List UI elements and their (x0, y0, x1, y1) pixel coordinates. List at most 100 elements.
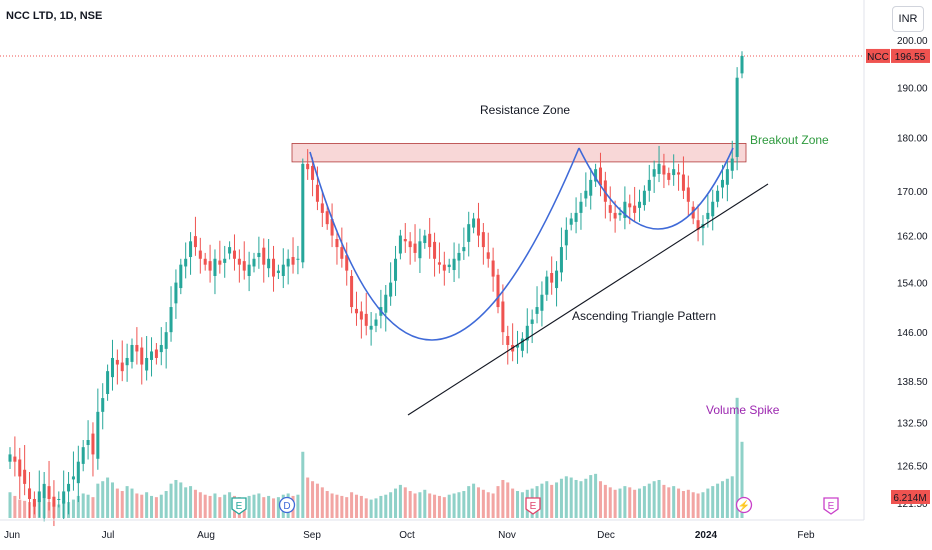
volume-bar (467, 486, 471, 518)
volume-bar (330, 493, 334, 518)
volume-bar (574, 479, 578, 518)
volume-bar (657, 479, 661, 518)
event-marker-green[interactable]: E (231, 497, 247, 515)
volume-bar (252, 494, 256, 518)
volume-bar (179, 482, 183, 518)
volume-bar (564, 476, 568, 518)
breakout-label: Breakout Zone (750, 133, 829, 147)
time-axis[interactable]: Jun Jul Aug Sep Oct Nov Dec 2024 Feb (4, 530, 815, 541)
event-markers[interactable]: E D E ⚡ E (231, 496, 839, 515)
volume-tag: 6.214M (891, 490, 930, 504)
volume-bar (71, 499, 75, 518)
candle-body (638, 201, 642, 208)
candle-body (91, 433, 95, 455)
candle-body (647, 179, 651, 191)
volume-bar (701, 492, 705, 518)
candle-body (286, 258, 290, 267)
y-tick-label: 146.00 (897, 328, 928, 339)
candle-body (13, 456, 17, 462)
candle-body (437, 262, 441, 265)
volume-bar (125, 486, 129, 518)
price-axis[interactable]: 200.00 190.00 180.00 170.00 162.00 154.00 146.… (897, 36, 928, 510)
candle-body (291, 257, 295, 265)
event-letter: D (283, 501, 290, 512)
event-marker-purple[interactable]: E (823, 497, 839, 515)
candle-body (686, 187, 690, 202)
volume-bar (413, 493, 417, 518)
y-tick-label: 200.00 (897, 36, 928, 47)
volume-bar (359, 495, 363, 518)
candle-body (662, 165, 666, 175)
event-marker-purple[interactable]: ⚡ (735, 496, 753, 514)
candle-body (140, 347, 144, 365)
candle-body (354, 308, 358, 314)
y-tick-label: 162.00 (897, 232, 928, 243)
candle-body (716, 190, 720, 202)
candle-body (394, 258, 398, 281)
candle-body (76, 461, 80, 484)
volume-bar (740, 441, 744, 518)
volume-bar (96, 483, 100, 518)
candle-body (623, 201, 627, 218)
volume-bar (247, 495, 251, 518)
candle-body (71, 476, 75, 480)
volume-bar (623, 486, 627, 518)
volume-bar (403, 487, 407, 518)
volume-bar (735, 397, 739, 518)
last-price-tag: NCC 196.55 (866, 48, 930, 63)
volume-bar (106, 477, 110, 518)
volume-bar (730, 476, 734, 518)
volume-bar (638, 488, 642, 518)
candle-body (584, 190, 588, 199)
volume-bar (725, 478, 729, 518)
candle-body (350, 275, 354, 308)
candle-body (130, 344, 134, 362)
candle-body (208, 261, 212, 271)
candle-body (335, 238, 339, 248)
candle-body (228, 247, 232, 254)
volume-bar (311, 481, 315, 518)
volume-bar (189, 486, 193, 518)
volume-bar (135, 493, 139, 518)
symbol-title[interactable]: NCC LTD, 1D, NSE (6, 10, 103, 22)
candle-body (267, 258, 271, 269)
event-marker-dividend[interactable]: D (278, 496, 296, 514)
volume-bar (374, 498, 378, 518)
candle-body (481, 232, 485, 248)
candle-body (447, 264, 451, 268)
candle-body (174, 282, 178, 304)
volume-bar (23, 500, 27, 518)
volume-bar (501, 479, 505, 518)
candle-body (42, 483, 46, 499)
volume-bar (633, 489, 637, 518)
candle-body (218, 260, 222, 265)
candle-body (203, 258, 207, 265)
candle-body (408, 241, 412, 248)
volume-bar (276, 497, 280, 518)
cup-curve (309, 147, 580, 341)
x-tick-label: Sep (303, 530, 321, 541)
candle-body (150, 351, 154, 360)
candle-body (735, 77, 739, 157)
price-tag-symbol: NCC (867, 52, 889, 63)
currency-button[interactable]: INR (892, 6, 924, 32)
candle-body (516, 344, 520, 348)
candle-body (579, 201, 583, 213)
event-marker-earnings[interactable]: E (525, 497, 541, 515)
candle-body (145, 357, 149, 371)
candle-body (110, 357, 114, 378)
volume-bar (140, 494, 144, 518)
volume-bar (115, 488, 119, 518)
candle-body (325, 211, 329, 225)
candle-body (730, 158, 734, 171)
volume-bar (677, 488, 681, 518)
volume-bar (257, 493, 261, 518)
candle-body (86, 440, 90, 446)
candle-body (540, 294, 544, 311)
candle-body (364, 313, 368, 326)
volume-bar (618, 488, 622, 518)
volume-bar (608, 487, 612, 518)
candle-body (330, 219, 334, 236)
volume-bar (711, 486, 715, 518)
